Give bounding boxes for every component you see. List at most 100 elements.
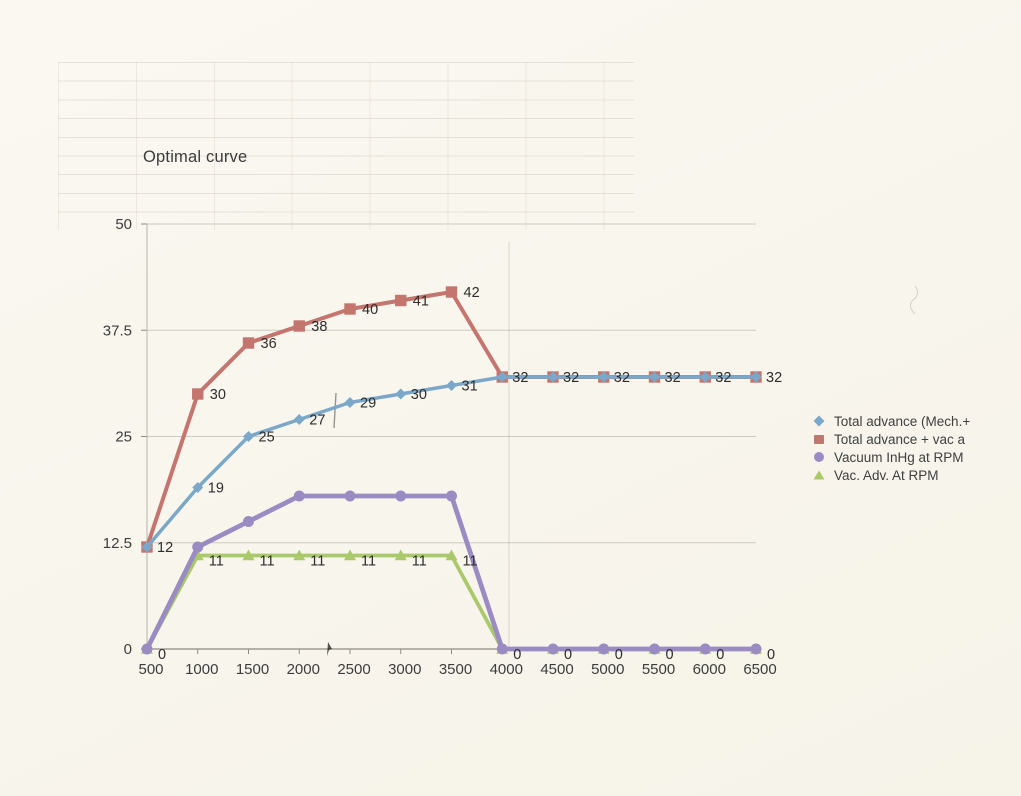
series-line xyxy=(145,375,756,549)
legend-label: Total advance (Mech.+ xyxy=(834,413,971,429)
data-label: 0 xyxy=(158,647,166,663)
scan-artifact-scratch xyxy=(333,392,337,429)
legend-item-1: Total advance (Mech.+ xyxy=(812,412,970,430)
y-tick-label: 0 xyxy=(124,641,132,658)
legend-item-2: Total advance + vac a xyxy=(812,430,970,448)
x-tick-label: 1500 xyxy=(236,661,269,678)
legend-marker-diamond-icon xyxy=(813,415,825,427)
x-tick-label: 3000 xyxy=(388,661,421,678)
x-tick-label: 4500 xyxy=(540,661,573,678)
x-tick-label: 6500 xyxy=(743,661,776,678)
marker-diamond xyxy=(598,371,610,383)
legend-marker-triangle-icon xyxy=(813,470,825,480)
y-tick-label: 37.5 xyxy=(103,322,132,339)
marker-triangle xyxy=(445,549,458,561)
marker-triangle xyxy=(242,549,255,561)
data-label: 11 xyxy=(310,554,325,570)
data-label: 32 xyxy=(512,370,528,386)
marker-diamond xyxy=(547,371,559,383)
marker-diamond xyxy=(750,371,762,383)
data-label: 19 xyxy=(208,481,224,497)
chart-title: Optimal curve xyxy=(143,148,248,166)
marker-diamond xyxy=(395,388,407,400)
data-label: 29 xyxy=(360,396,376,412)
data-label: 0 xyxy=(615,647,623,663)
x-tick-label: 2000 xyxy=(287,661,320,678)
data-label: 30 xyxy=(411,387,427,403)
data-label: 30 xyxy=(210,387,226,403)
data-label: 36 xyxy=(261,336,277,352)
data-label: 32 xyxy=(665,370,681,386)
marker-diamond xyxy=(649,371,660,383)
marker-circle xyxy=(699,643,711,655)
data-label: 27 xyxy=(309,413,325,429)
marker-circle xyxy=(446,490,457,502)
data-label: 32 xyxy=(563,370,579,386)
marker-square xyxy=(242,337,255,349)
data-label: 42 xyxy=(464,285,480,301)
series-line xyxy=(145,553,756,651)
data-label: 40 xyxy=(362,302,378,318)
marker-diamond xyxy=(446,380,457,391)
marker-triangle xyxy=(344,549,356,561)
data-label: 31 xyxy=(462,379,478,395)
x-tick-label: 5000 xyxy=(591,661,624,678)
marker-circle xyxy=(141,643,153,655)
data-label: 11 xyxy=(209,554,224,570)
marker-circle xyxy=(395,490,407,502)
marker-diamond xyxy=(496,371,508,383)
chart-legend: Total advance (Mech.+ Total advance + vac… xyxy=(812,412,970,484)
data-label: 0 xyxy=(564,647,572,663)
y-tick-label: 50 xyxy=(115,216,132,233)
marker-circle xyxy=(344,490,356,502)
x-tick-label: 6000 xyxy=(693,661,726,678)
marker-circle xyxy=(598,643,610,655)
x-tick-label: 4000 xyxy=(490,661,523,678)
data-label: 38 xyxy=(311,319,327,335)
marker-square xyxy=(445,286,458,298)
y-tick-label: 25 xyxy=(115,429,132,446)
data-label: 0 xyxy=(513,647,521,663)
marker-square xyxy=(395,294,407,307)
marker-circle xyxy=(547,643,559,655)
marker-square xyxy=(344,303,356,315)
data-label: 11 xyxy=(412,554,427,570)
legend-item-3: Vacuum InHg at RPM xyxy=(812,448,970,466)
data-label: 0 xyxy=(767,647,775,663)
marker-circle xyxy=(750,643,762,655)
x-tick-label: 1000 xyxy=(185,661,218,678)
legend-item-4: Vac. Adv. At RPM xyxy=(812,466,970,484)
marker-diamond xyxy=(344,397,356,408)
marker-square xyxy=(293,320,305,332)
data-label: 11 xyxy=(260,554,275,570)
series-line xyxy=(144,493,756,652)
marker-circle xyxy=(496,643,508,655)
data-label: 12 xyxy=(157,540,173,556)
data-label: 0 xyxy=(716,647,724,663)
data-label: 25 xyxy=(259,430,275,446)
marker-triangle xyxy=(293,549,306,561)
y-tick-label: 12.5 xyxy=(103,535,132,552)
marker-triangle xyxy=(394,549,407,561)
data-label: 41 xyxy=(413,294,429,310)
marker-diamond xyxy=(141,541,153,553)
marker-circle xyxy=(649,643,660,655)
marker-diamond xyxy=(192,482,204,493)
x-tick-label: 500 xyxy=(138,661,163,678)
marker-diamond xyxy=(293,414,305,425)
data-label: 32 xyxy=(766,370,782,386)
legend-marker-square-icon xyxy=(814,435,824,444)
legend-label: Total advance + vac a xyxy=(834,431,965,447)
marker-circle xyxy=(192,541,204,553)
x-tick-label: 5500 xyxy=(642,661,675,678)
legend-label: Vac. Adv. At RPM xyxy=(834,467,939,483)
data-label: 11 xyxy=(463,554,478,570)
data-label: 32 xyxy=(614,370,630,386)
x-tick-label: 3500 xyxy=(439,661,472,678)
legend-marker-circle-icon xyxy=(814,452,824,462)
marker-diamond xyxy=(699,371,711,383)
data-label: 11 xyxy=(361,554,376,570)
marker-diamond xyxy=(243,431,254,442)
marker-circle xyxy=(243,516,254,527)
